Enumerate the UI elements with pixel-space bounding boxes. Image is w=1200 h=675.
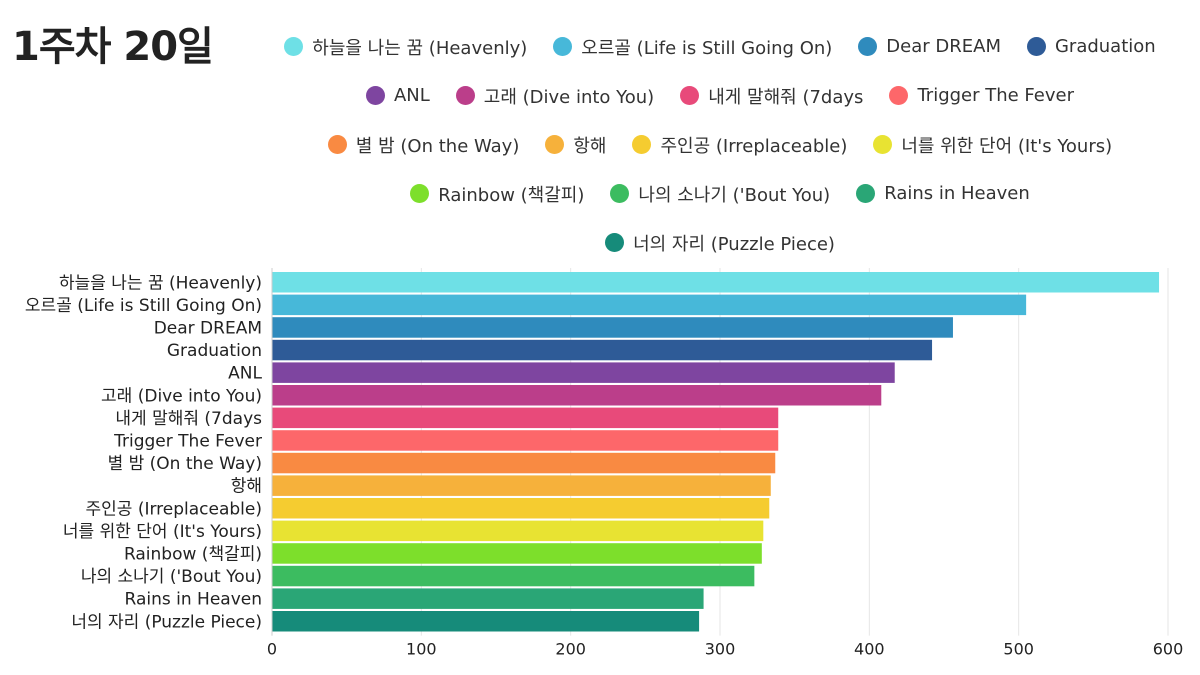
legend-swatch [553, 37, 573, 56]
legend-swatch [327, 135, 347, 154]
legend-item[interactable]: Dear DREAM [858, 36, 1001, 57]
bar[interactable] [272, 588, 704, 609]
y-category-label: Rains in Heaven [125, 590, 262, 610]
bar[interactable] [272, 385, 882, 406]
legend-label: 너의 자리 (Puzzle Piece) [633, 233, 835, 255]
legend-item[interactable]: 오르골 (Life is Still Going On) [553, 34, 832, 60]
y-category-label: 내게 말해줘 (7days [115, 409, 262, 429]
legend-label: 항해 [573, 135, 607, 157]
y-category-label: 고래 (Dive into You) [101, 386, 262, 406]
legend-item[interactable]: 하늘을 나는 꿈 (Heavenly) [284, 34, 527, 60]
y-category-label: 오르골 (Life is Still Going On) [25, 296, 262, 316]
legend-label: 너를 위한 단어 (It's Yours) [901, 135, 1113, 157]
legend-swatch [889, 86, 909, 105]
y-category-label: Rainbow (책갈피) [124, 544, 262, 564]
legend-label: 하늘을 나는 꿈 (Heavenly) [312, 37, 528, 59]
legend-swatch [284, 37, 304, 56]
legend-item[interactable]: 너를 위한 단어 (It's Yours) [873, 132, 1112, 158]
x-tick-label: 0 [267, 640, 277, 659]
legend-label: Rains in Heaven [884, 183, 1030, 204]
legend-row: Rainbow (책갈피) 나의 소나기 ('Bout You) Rains in … [240, 169, 1200, 218]
legend-swatch [680, 86, 700, 105]
legend-swatch [856, 184, 876, 203]
legend-swatch [545, 135, 565, 154]
chart-title: 1주차 20일 [12, 24, 214, 70]
bar[interactable] [272, 407, 779, 429]
legend-label: 주인공 (Irreplaceable) [660, 135, 848, 157]
bar[interactable] [272, 317, 953, 338]
bar[interactable] [272, 362, 895, 383]
legend-label: 별 밤 (On the Way) [355, 135, 520, 157]
legend-item[interactable]: Rainbow (책갈피) [410, 181, 584, 207]
legend-swatch [455, 86, 475, 105]
y-category-label: Dear DREAM [154, 318, 262, 338]
legend-item[interactable]: 항해 [545, 132, 606, 158]
bar[interactable] [272, 294, 1027, 316]
x-tick-label: 500 [1003, 640, 1034, 659]
legend-item[interactable]: 별 밤 (On the Way) [327, 132, 520, 158]
bar[interactable] [272, 452, 776, 474]
legend-item[interactable]: Graduation [1026, 36, 1156, 57]
legend-row: 별 밤 (On the Way) 항해 주인공 (Irreplaceable) 너를 … [240, 120, 1200, 169]
legend-item[interactable]: Rains in Heaven [856, 183, 1030, 204]
bar[interactable] [272, 475, 771, 496]
legend: 하늘을 나는 꿈 (Heavenly) 오르골 (Life is Still Go… [240, 22, 1200, 267]
y-category-label: Trigger The Fever [113, 431, 262, 451]
x-tick-label: 600 [1153, 640, 1184, 659]
legend-item[interactable]: ANL [365, 85, 430, 106]
y-category-label: 별 밤 (On the Way) [108, 454, 262, 474]
legend-swatch [858, 37, 878, 56]
legend-label: Trigger The Fever [917, 85, 1075, 106]
legend-label: Rainbow (책갈피) [438, 184, 585, 206]
x-tick-label: 200 [555, 640, 586, 659]
bar[interactable] [272, 272, 1160, 293]
legend-item[interactable]: Trigger The Fever [889, 85, 1074, 106]
legend-swatch [410, 184, 430, 203]
bar[interactable] [272, 520, 764, 542]
legend-row: 하늘을 나는 꿈 (Heavenly) 오르골 (Life is Still Go… [240, 22, 1200, 71]
y-category-label: Graduation [167, 341, 262, 361]
y-category-label: 항해 [231, 477, 262, 497]
legend-item[interactable]: 너의 자리 (Puzzle Piece) [605, 230, 835, 256]
y-category-label: 너를 위한 단어 (It's Yours) [63, 522, 262, 542]
x-tick-label: 300 [705, 640, 736, 659]
legend-swatch [873, 135, 893, 154]
bar[interactable] [272, 565, 755, 587]
y-category-label: ANL [228, 364, 262, 384]
legend-label: 나의 소나기 ('Bout You) [638, 184, 831, 206]
bar[interactable] [272, 611, 700, 632]
legend-label: 내게 말해줘 (7days [708, 86, 864, 108]
legend-swatch [632, 135, 652, 154]
legend-label: Graduation [1054, 36, 1156, 57]
legend-label: 오르골 (Life is Still Going On) [581, 37, 833, 59]
legend-item[interactable]: 고래 (Dive into You) [455, 83, 655, 109]
legend-row: ANL 고래 (Dive into You) 내게 말해줘 (7days Trigge… [240, 71, 1200, 120]
legend-label: ANL [393, 85, 430, 106]
x-tick-label: 100 [406, 640, 437, 659]
legend-swatch [365, 86, 385, 105]
x-tick-label: 400 [854, 640, 885, 659]
legend-row: 너의 자리 (Puzzle Piece) [240, 218, 1200, 267]
legend-label: 고래 (Dive into You) [483, 86, 655, 108]
y-category-label: 너의 자리 (Puzzle Piece) [71, 612, 262, 632]
y-category-label: 하늘을 나는 꿈 (Heavenly) [59, 273, 262, 293]
bar[interactable] [272, 339, 933, 361]
legend-label: Dear DREAM [886, 36, 1001, 57]
y-category-label: 나의 소나기 ('Bout You) [81, 567, 262, 587]
legend-item[interactable]: 내게 말해줘 (7days [680, 83, 863, 109]
legend-item[interactable]: 주인공 (Irreplaceable) [632, 132, 847, 158]
bar[interactable] [272, 430, 779, 451]
bar[interactable] [272, 498, 770, 519]
legend-swatch [605, 233, 625, 252]
legend-swatch [1026, 37, 1046, 56]
legend-item[interactable]: 나의 소나기 ('Bout You) [610, 181, 830, 207]
bar[interactable] [272, 543, 762, 564]
legend-swatch [610, 184, 630, 203]
y-category-label: 주인공 (Irreplaceable) [86, 499, 263, 519]
